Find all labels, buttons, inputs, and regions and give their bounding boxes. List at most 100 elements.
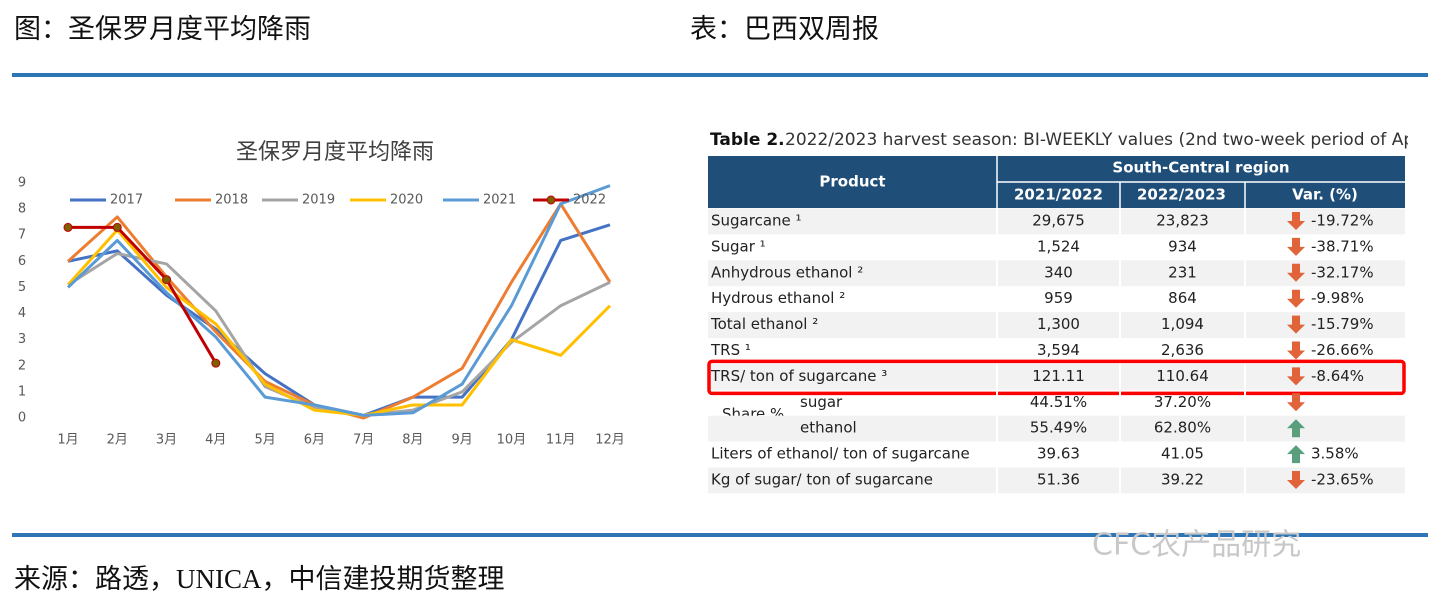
y-tick-label: 1 [18,384,26,399]
cell: 340 [1044,263,1073,281]
x-tick-label: 1月 [57,433,78,448]
legend-label: 2021 [483,193,516,208]
y-tick-label: 6 [18,254,26,269]
row-product: Hydrous ethanol ² [711,289,845,307]
cell: 1,524 [1037,237,1080,255]
cell: 39.22 [1161,471,1204,489]
cell-var: -23.65% [1311,471,1374,489]
cell: 37.20% [1154,393,1211,411]
cell: 2,636 [1161,341,1204,359]
row-product: sugar [800,393,843,411]
x-tick-label: 11月 [546,433,576,448]
row-product: Total ethanol ² [710,315,818,333]
x-tick-label: 3月 [156,433,177,448]
arrow [1287,341,1305,360]
cell: 864 [1168,289,1197,307]
marker [162,275,172,285]
x-tick-label: 10月 [497,433,527,448]
marker [112,222,122,232]
row-product: Kg of sugar/ ton of sugarcane [711,471,933,489]
chart-title: 圣保罗月度平均降雨 [236,140,434,165]
th-col: Var. (%) [1292,186,1358,204]
y-tick-label: 9 [18,176,26,191]
watermark: CFC农产品研究 [1092,528,1301,563]
x-tick-label: 12月 [595,433,625,448]
cell: 44.51% [1030,393,1087,411]
arrow [1287,471,1305,489]
arrow [1287,419,1305,438]
th-product: Product [819,173,885,191]
y-tick-label: 2 [18,358,26,373]
th-col: 2021/2022 [1014,186,1103,204]
th-region: South-Central region [1112,159,1289,177]
th-col: 2022/2023 [1137,186,1226,204]
row-bg [708,415,1405,442]
x-tick-label: 7月 [353,433,374,448]
cell: 959 [1044,289,1073,307]
cell: 29,675 [1032,212,1085,230]
cell: 1,300 [1037,315,1080,333]
series-line [66,202,612,420]
row-product: Liters of ethanol/ ton of sugarcane [711,445,970,463]
cell: 110.64 [1156,367,1209,385]
cell-var: -8.64% [1311,367,1364,385]
rule [12,533,1428,537]
legend-label: 2022 [573,193,606,208]
table-title-bold: Table 2. [710,130,785,150]
y-tick-label: 7 [18,228,26,243]
x-tick-label: 2月 [107,433,128,448]
cell: 41.05 [1161,445,1204,463]
x-tick-label: 4月 [205,433,226,448]
cell: 3,594 [1037,341,1080,359]
row-product: TRS/ ton of sugarcane ³ [710,367,887,385]
cell: 55.49% [1030,419,1087,437]
cell-var: -9.98% [1311,289,1364,307]
series-line [68,225,218,364]
arrow [1287,263,1305,282]
marker [211,358,221,368]
cell: 121.11 [1032,367,1085,385]
row-product: Sugar ¹ [711,237,766,255]
cell-var: 3.58% [1311,445,1359,463]
series-line [66,184,611,417]
marker [63,222,73,232]
series-line [66,228,612,417]
cell-var: -26.66% [1311,341,1374,359]
arrow [1287,367,1305,386]
legend-marker [546,195,556,205]
y-tick-label: 5 [18,280,26,295]
cell: 1,094 [1161,315,1204,333]
x-tick-label: 5月 [254,433,275,448]
cell-var: -32.17% [1311,263,1374,281]
legend-label: 2017 [110,193,143,208]
cell-var: -19.72% [1311,212,1374,230]
cell-var: -38.71% [1311,237,1374,255]
y-tick-label: 3 [18,332,26,347]
legend-label: 2018 [215,193,248,208]
highlight [707,359,1406,396]
row-product: Sugarcane ¹ [711,212,802,230]
clip [1408,125,1445,155]
cell: 62.80% [1154,419,1211,437]
row-product: ethanol [800,419,857,437]
row-product: TRS ¹ [710,341,751,359]
header-right: 表：巴西双周报 [690,14,879,44]
legend-label: 2019 [302,193,335,208]
table-title: 2022/2023 harvest season: BI-WEEKLY valu… [785,130,1414,150]
y-tick-label: 8 [18,202,26,217]
y-tick-label: 0 [18,411,26,426]
arrow [1287,445,1305,464]
arrow [1287,315,1305,334]
x-tick-label: 6月 [304,433,325,448]
cell: 23,823 [1156,212,1209,230]
legend-label: 2020 [390,193,423,208]
cell: 39.63 [1037,445,1080,463]
footer-source: 来源：路透，UNICA，中信建投期货整理 [14,564,505,594]
cell: 934 [1168,237,1197,255]
x-tick-label: 8月 [402,433,423,448]
arrow [1287,237,1305,256]
header-left: 图：圣保罗月度平均降雨 [14,14,311,44]
y-tick-label: 4 [18,306,26,321]
arrow [1287,289,1305,308]
